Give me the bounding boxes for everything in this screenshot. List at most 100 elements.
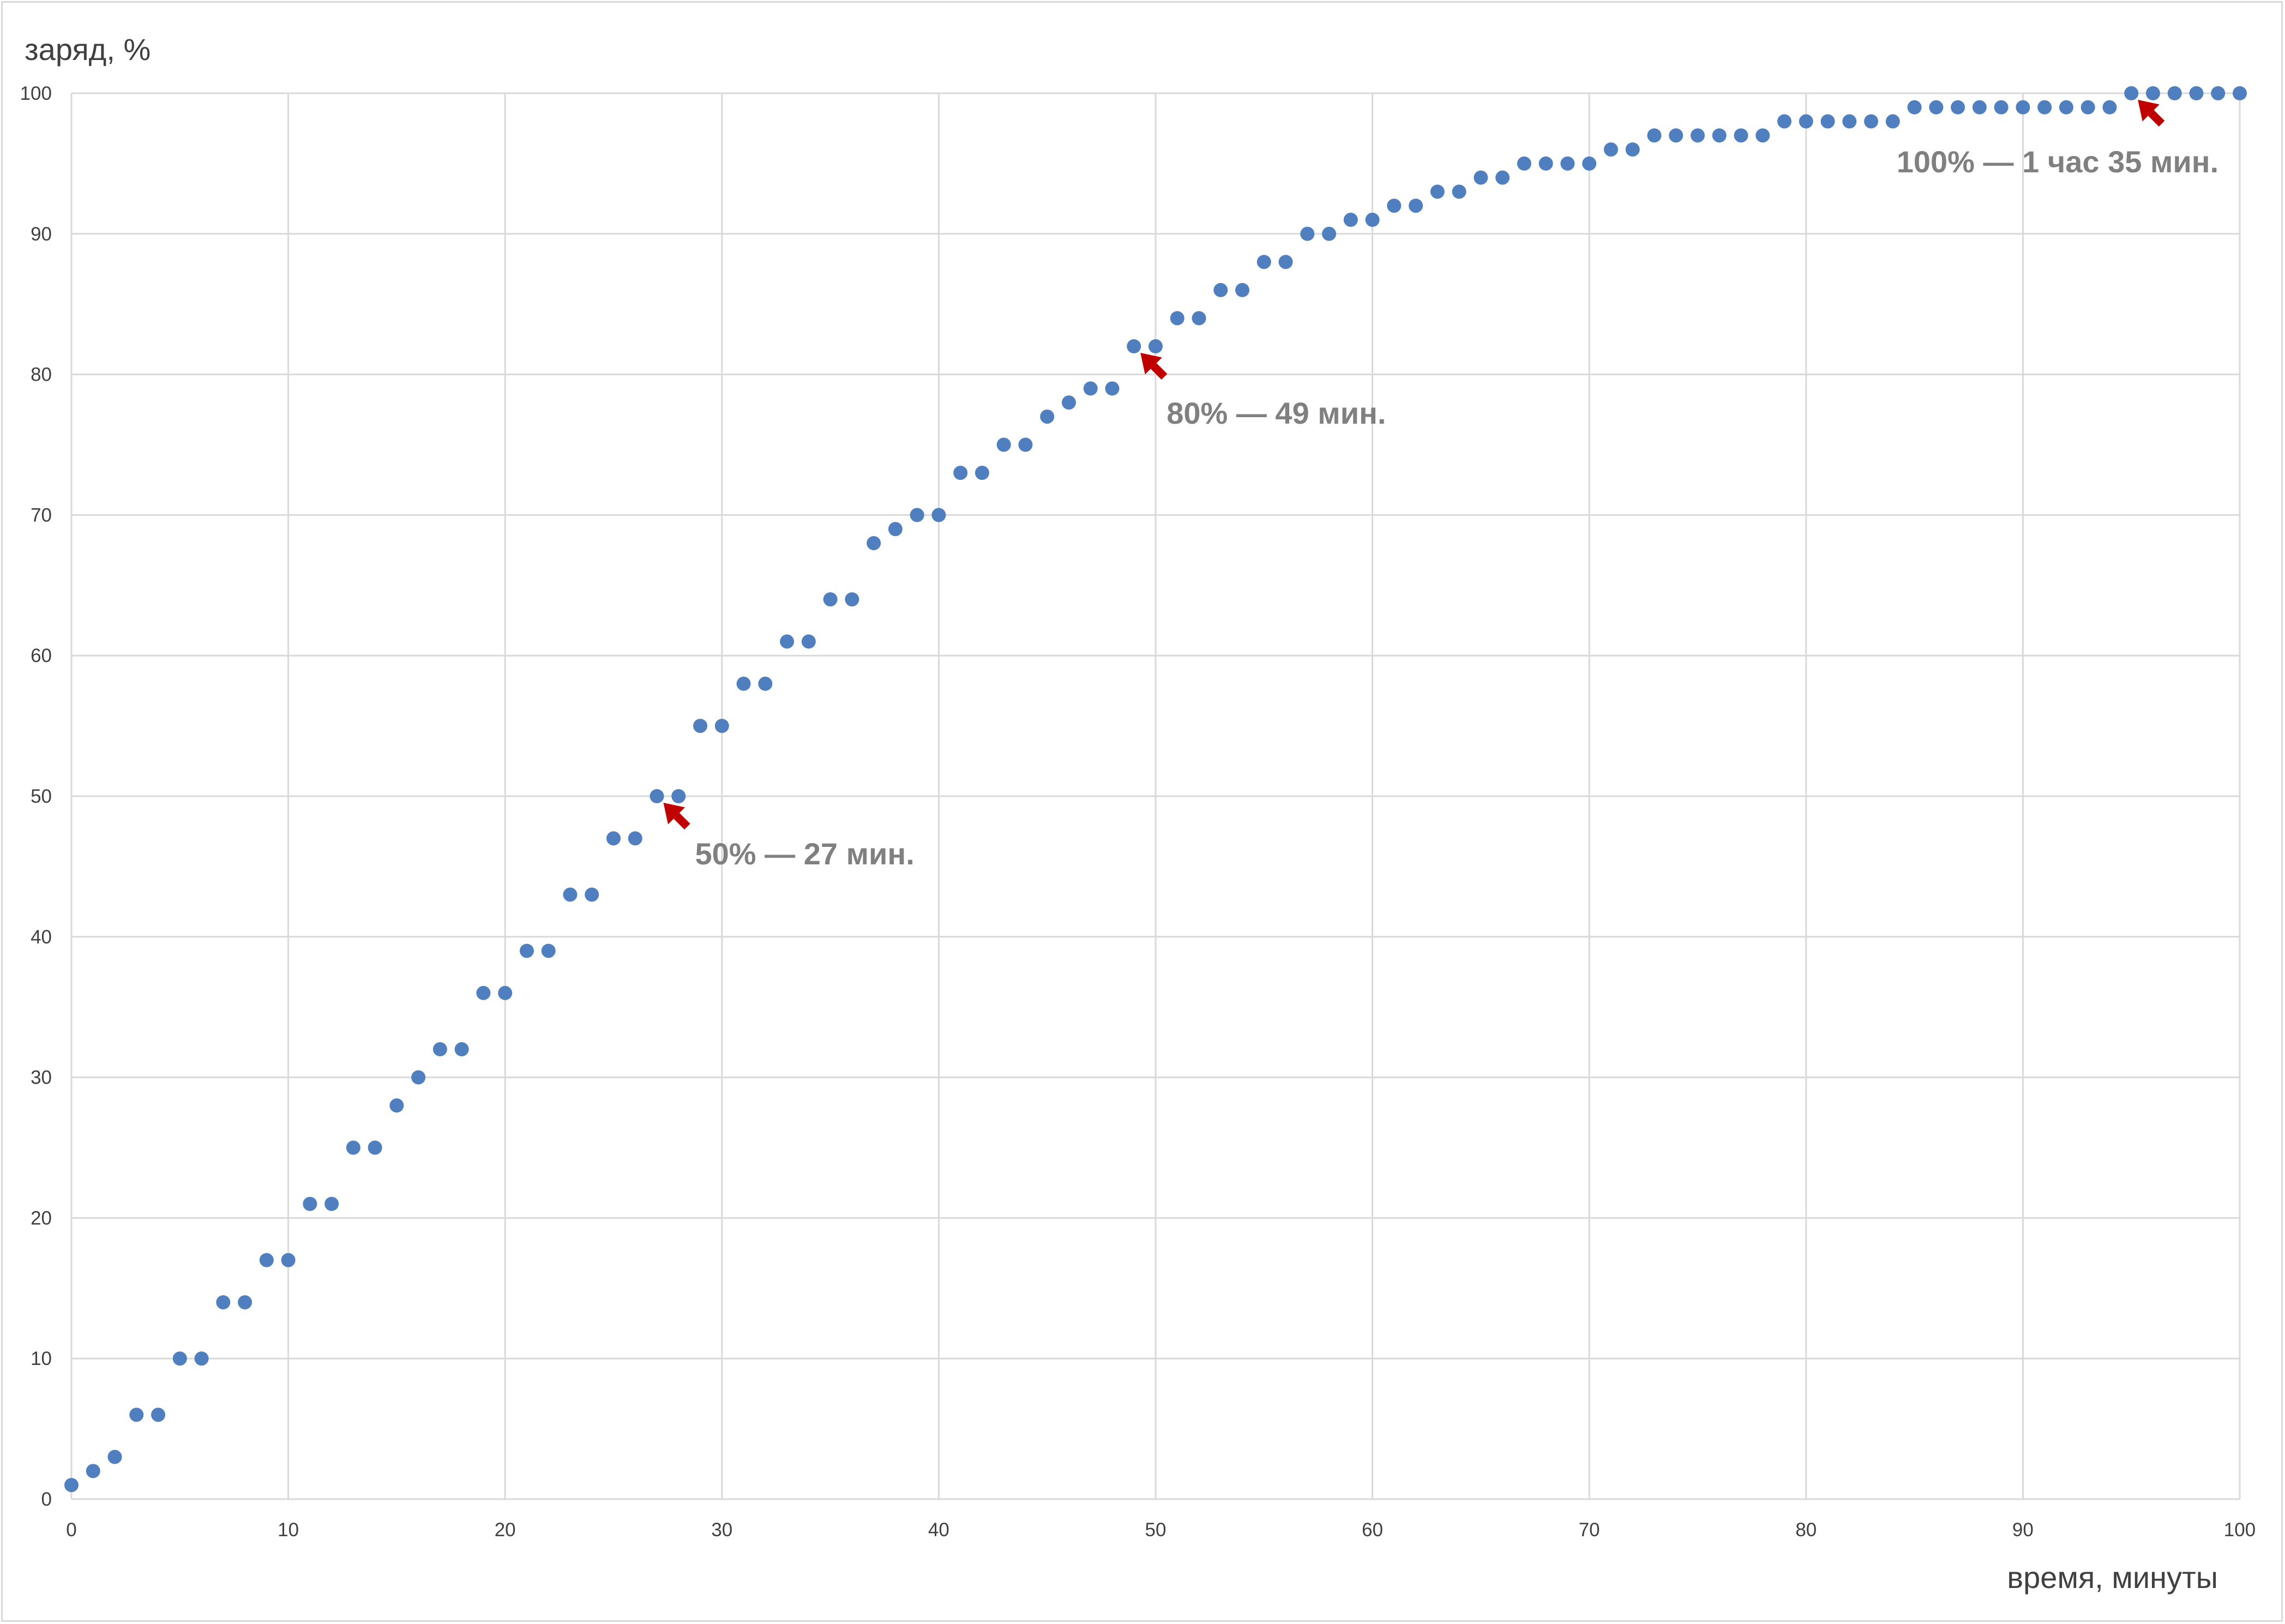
data-point-65 — [1474, 170, 1488, 185]
y-tick-label-0: 0 — [41, 1489, 52, 1510]
data-point-29 — [693, 719, 708, 733]
data-point-52 — [1192, 311, 1206, 326]
data-point-100 — [2233, 86, 2247, 100]
grid-lines — [70, 92, 2241, 1500]
data-point-64 — [1452, 184, 1466, 199]
data-point-47 — [1083, 381, 1098, 396]
x-tick-label-2: 20 — [495, 1519, 516, 1541]
data-point-25 — [606, 831, 621, 846]
annotation-arrow-2 — [2138, 100, 2165, 127]
y-tick-label-10: 100 — [20, 83, 52, 104]
x-tick-label-4: 40 — [928, 1519, 949, 1541]
data-point-87 — [1951, 100, 1965, 115]
data-point-75 — [1691, 128, 1705, 143]
annotation-arrow-0 — [663, 803, 690, 830]
data-point-49 — [1127, 339, 1141, 354]
data-point-4 — [151, 1408, 166, 1422]
y-tick-label-2: 20 — [31, 1207, 52, 1229]
data-point-28 — [671, 789, 686, 803]
data-point-76 — [1712, 128, 1727, 143]
data-point-37 — [867, 536, 881, 550]
data-point-94 — [2102, 100, 2117, 115]
data-point-23 — [563, 887, 578, 902]
data-point-0 — [64, 1478, 79, 1493]
data-point-62 — [1409, 199, 1423, 213]
data-point-73 — [1647, 128, 1662, 143]
data-point-6 — [194, 1351, 209, 1366]
data-point-20 — [498, 985, 513, 1000]
data-point-82 — [1842, 114, 1857, 129]
x-tick-label-1: 10 — [278, 1519, 299, 1541]
data-point-77 — [1734, 128, 1748, 143]
x-tick-label-8: 80 — [1795, 1519, 1817, 1541]
x-axis-title: время, минуты — [2007, 1560, 2218, 1595]
data-point-98 — [2189, 86, 2204, 100]
data-point-56 — [1278, 255, 1293, 269]
y-tick-label-7: 70 — [31, 504, 52, 526]
data-point-61 — [1387, 199, 1402, 213]
data-point-9 — [259, 1253, 274, 1267]
data-point-41 — [953, 466, 968, 480]
data-point-74 — [1669, 128, 1683, 143]
data-point-96 — [2145, 86, 2160, 100]
data-point-14 — [368, 1140, 382, 1155]
data-point-80 — [1799, 114, 1813, 129]
data-point-92 — [2059, 100, 2073, 115]
data-point-83 — [1864, 114, 1879, 129]
data-point-19 — [476, 985, 491, 1000]
annotations: 50% — 27 мин. 80% — 49 мин. 100% — 1 час 3… — [663, 100, 2218, 871]
data-point-30 — [714, 719, 729, 733]
data-point-90 — [2016, 100, 2030, 115]
data-point-32 — [758, 676, 773, 691]
data-point-68 — [1538, 156, 1553, 171]
data-point-13 — [346, 1140, 360, 1155]
annotation-label-1: 80% — 49 мин. — [1166, 396, 1386, 430]
y-tick-label-6: 60 — [31, 645, 52, 666]
data-point-72 — [1625, 142, 1640, 157]
data-point-33 — [780, 634, 795, 649]
data-point-88 — [1972, 100, 1987, 115]
data-point-3 — [129, 1408, 144, 1422]
data-point-48 — [1105, 381, 1120, 396]
data-point-63 — [1430, 184, 1445, 199]
data-point-42 — [975, 466, 989, 480]
data-point-86 — [1929, 100, 1944, 115]
y-tick-label-4: 40 — [31, 927, 52, 948]
data-point-15 — [389, 1098, 404, 1113]
data-point-12 — [324, 1196, 339, 1211]
data-point-45 — [1040, 409, 1055, 424]
y-tick-label-1: 10 — [31, 1348, 52, 1369]
x-tick-label-3: 30 — [711, 1519, 732, 1541]
y-axis-title: заряд, % — [25, 32, 151, 67]
data-point-7 — [216, 1295, 231, 1310]
y-tick-label-8: 80 — [31, 364, 52, 386]
data-point-1 — [86, 1464, 100, 1478]
data-point-79 — [1777, 114, 1792, 129]
data-point-10 — [281, 1253, 296, 1267]
data-point-21 — [519, 943, 534, 958]
x-tick-label-9: 90 — [2012, 1519, 2034, 1541]
data-point-84 — [1885, 114, 1900, 129]
data-point-8 — [238, 1295, 252, 1310]
data-point-66 — [1495, 170, 1510, 185]
data-point-44 — [1018, 437, 1033, 452]
data-point-38 — [888, 522, 903, 537]
data-point-17 — [432, 1042, 447, 1057]
data-point-89 — [1994, 100, 2009, 115]
data-point-78 — [1755, 128, 1770, 143]
x-tick-label-5: 50 — [1145, 1519, 1166, 1541]
data-point-57 — [1300, 226, 1315, 241]
data-point-51 — [1170, 311, 1184, 326]
annotation-label-0: 50% — 27 мин. — [695, 837, 915, 871]
data-point-24 — [585, 887, 599, 902]
data-point-54 — [1235, 282, 1250, 297]
data-point-59 — [1343, 213, 1358, 227]
y-tick-label-9: 90 — [31, 224, 52, 245]
data-point-34 — [801, 634, 816, 649]
data-point-11 — [303, 1196, 317, 1211]
x-tick-labels: 0 10 20 30 40 50 60 70 80 90 100 — [66, 1519, 2256, 1541]
data-point-70 — [1582, 156, 1597, 171]
data-point-85 — [1907, 100, 1922, 115]
data-point-35 — [823, 592, 838, 607]
data-point-39 — [910, 508, 924, 522]
